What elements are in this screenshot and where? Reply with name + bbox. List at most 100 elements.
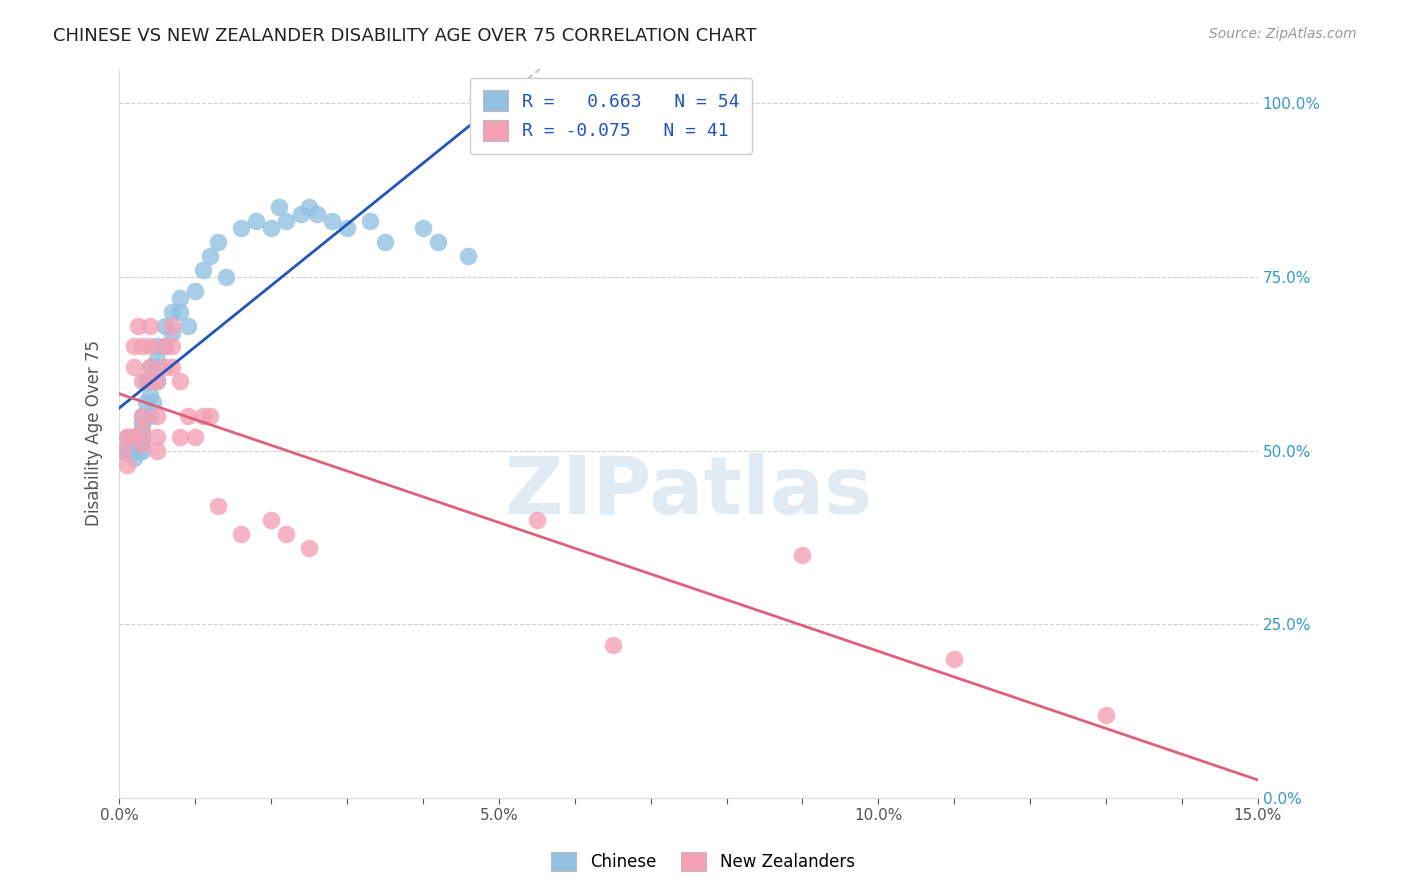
Point [602, 638, 624, 652]
Point [276, 527, 298, 541]
Point [943, 652, 966, 666]
Point [138, 318, 160, 333]
Point [135, 374, 157, 388]
Point [260, 513, 283, 527]
Point [184, 284, 207, 298]
Point [138, 360, 160, 375]
Point [138, 360, 160, 375]
Point [115, 458, 138, 472]
Point [176, 409, 198, 423]
Point [153, 360, 176, 375]
Point [131, 416, 153, 430]
Point [138, 409, 160, 423]
Point [336, 221, 359, 235]
Point [146, 360, 169, 375]
Point [124, 436, 146, 450]
Point [131, 436, 153, 450]
Point [127, 318, 149, 333]
Point [162, 339, 184, 353]
Point [124, 430, 146, 444]
Point [427, 235, 450, 250]
Point [200, 249, 222, 263]
Point [153, 339, 176, 353]
Point [229, 527, 252, 541]
Point [131, 409, 153, 423]
Legend: Chinese, New Zealanders: Chinese, New Zealanders [543, 843, 863, 880]
Text: Source: ZipAtlas.com: Source: ZipAtlas.com [1209, 27, 1357, 41]
Point [153, 339, 176, 353]
Point [191, 409, 214, 423]
Point [184, 430, 207, 444]
Point [321, 214, 343, 228]
Point [792, 548, 814, 562]
Point [115, 430, 138, 444]
Point [131, 374, 153, 388]
Point [124, 360, 146, 375]
Point [267, 201, 290, 215]
Point [138, 339, 160, 353]
Point [135, 395, 157, 409]
Point [146, 374, 169, 388]
Text: ZIPatlas: ZIPatlas [505, 452, 873, 531]
Point [146, 409, 169, 423]
Point [120, 443, 142, 458]
Point [146, 430, 169, 444]
Point [1095, 707, 1118, 722]
Point [138, 388, 160, 402]
Point [124, 450, 146, 465]
Point [298, 201, 321, 215]
Point [298, 541, 321, 555]
Point [162, 326, 184, 340]
Y-axis label: Disability Age Over 75: Disability Age Over 75 [86, 340, 103, 526]
Point [127, 443, 149, 458]
Point [131, 436, 153, 450]
Point [305, 207, 328, 221]
Point [131, 430, 153, 444]
Point [162, 304, 184, 318]
Point [457, 249, 479, 263]
Point [169, 291, 191, 305]
Point [115, 430, 138, 444]
Text: CHINESE VS NEW ZEALANDER DISABILITY AGE OVER 75 CORRELATION CHART: CHINESE VS NEW ZEALANDER DISABILITY AGE … [53, 27, 756, 45]
Point [176, 318, 198, 333]
Point [124, 339, 146, 353]
Point [162, 360, 184, 375]
Point [146, 353, 169, 368]
Point [290, 207, 312, 221]
Point [131, 409, 153, 423]
Point [214, 269, 236, 284]
Point [374, 235, 396, 250]
Point [146, 339, 169, 353]
Point [138, 374, 160, 388]
Point [131, 339, 153, 353]
Point [359, 214, 381, 228]
Point [276, 214, 298, 228]
Point [112, 443, 135, 458]
Point [131, 423, 153, 437]
Point [169, 430, 191, 444]
Point [127, 436, 149, 450]
Point [120, 430, 142, 444]
Point [131, 423, 153, 437]
Point [412, 221, 434, 235]
Point [153, 318, 176, 333]
Point [162, 318, 184, 333]
Point [229, 221, 252, 235]
Point [131, 443, 153, 458]
Point [115, 443, 138, 458]
Point [526, 513, 548, 527]
Point [146, 374, 169, 388]
Point [191, 263, 214, 277]
Point [138, 374, 160, 388]
Point [245, 214, 267, 228]
Point [142, 395, 165, 409]
Point [207, 235, 229, 250]
Point [207, 500, 229, 514]
Point [260, 221, 283, 235]
Point [169, 374, 191, 388]
Point [200, 409, 222, 423]
Point [112, 443, 135, 458]
Point [146, 443, 169, 458]
Legend: R =   0.663   N = 54, R = -0.075   N = 41: R = 0.663 N = 54, R = -0.075 N = 41 [470, 78, 752, 153]
Point [169, 304, 191, 318]
